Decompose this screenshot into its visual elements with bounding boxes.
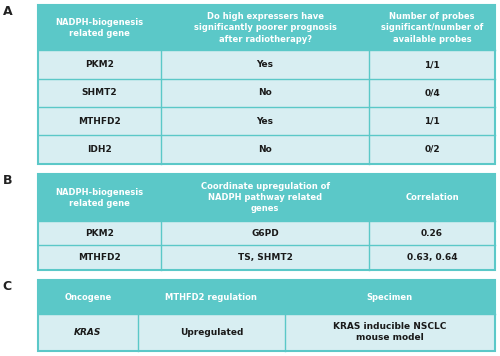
Bar <box>161 221 369 245</box>
Text: IDH2: IDH2 <box>87 145 112 154</box>
Bar <box>38 107 161 135</box>
Text: Do high expressers have
significantly poorer prognosis
after radiotherapy?: Do high expressers have significantly po… <box>194 12 336 43</box>
Text: 1/1: 1/1 <box>424 60 440 69</box>
Text: Yes: Yes <box>256 60 274 69</box>
Bar <box>38 245 161 270</box>
Bar <box>38 79 161 107</box>
Text: Correlation: Correlation <box>406 193 459 202</box>
Text: SHMT2: SHMT2 <box>82 88 117 98</box>
Bar <box>369 5 495 51</box>
Text: Specimen: Specimen <box>366 293 413 302</box>
Text: TS, SHMT2: TS, SHMT2 <box>238 253 292 262</box>
Text: 1/1: 1/1 <box>424 117 440 126</box>
Bar <box>161 5 369 51</box>
Bar <box>38 314 138 351</box>
Bar <box>138 314 284 351</box>
Bar <box>161 174 369 221</box>
Bar <box>369 135 495 164</box>
Text: PKM2: PKM2 <box>85 229 114 238</box>
Bar <box>38 221 161 245</box>
Text: NADPH-biogenesis
related gene: NADPH-biogenesis related gene <box>55 18 144 38</box>
Text: 0/4: 0/4 <box>424 88 440 98</box>
Text: Coordinate upregulation of
NADPH pathway related
genes: Coordinate upregulation of NADPH pathway… <box>200 182 330 213</box>
Text: Oncogene: Oncogene <box>64 293 112 302</box>
Text: NADPH-biogenesis
related gene: NADPH-biogenesis related gene <box>55 188 144 208</box>
Bar <box>38 51 161 79</box>
Text: Number of probes
significant/number of
available probes: Number of probes significant/number of a… <box>381 12 484 43</box>
Text: KRAS: KRAS <box>74 328 102 337</box>
Bar <box>161 79 369 107</box>
Bar <box>38 281 138 314</box>
Bar <box>161 51 369 79</box>
Bar <box>38 5 161 51</box>
Text: 0/2: 0/2 <box>424 145 440 154</box>
Bar <box>38 135 161 164</box>
Text: Yes: Yes <box>256 117 274 126</box>
Bar <box>284 281 495 314</box>
Text: 0.63, 0.64: 0.63, 0.64 <box>407 253 458 262</box>
Text: PKM2: PKM2 <box>85 60 114 69</box>
Bar <box>161 135 369 164</box>
Bar <box>284 314 495 351</box>
Bar <box>369 107 495 135</box>
Bar <box>369 174 495 221</box>
Bar <box>369 79 495 107</box>
Text: Upregulated: Upregulated <box>180 328 243 337</box>
Text: A: A <box>2 5 12 19</box>
Bar <box>161 245 369 270</box>
Bar <box>161 107 369 135</box>
Text: MTHFD2: MTHFD2 <box>78 117 120 126</box>
Text: B: B <box>2 174 12 187</box>
Bar <box>38 174 161 221</box>
Text: C: C <box>2 281 12 293</box>
Text: MTHFD2 regulation: MTHFD2 regulation <box>166 293 258 302</box>
Bar <box>369 221 495 245</box>
Text: MTHFD2: MTHFD2 <box>78 253 120 262</box>
Bar <box>369 51 495 79</box>
Bar <box>138 281 284 314</box>
Text: No: No <box>258 88 272 98</box>
Text: KRAS inducible NSCLC
mouse model: KRAS inducible NSCLC mouse model <box>333 322 446 342</box>
Bar <box>369 245 495 270</box>
Text: No: No <box>258 145 272 154</box>
Text: 0.26: 0.26 <box>421 229 443 238</box>
Text: G6PD: G6PD <box>251 229 279 238</box>
